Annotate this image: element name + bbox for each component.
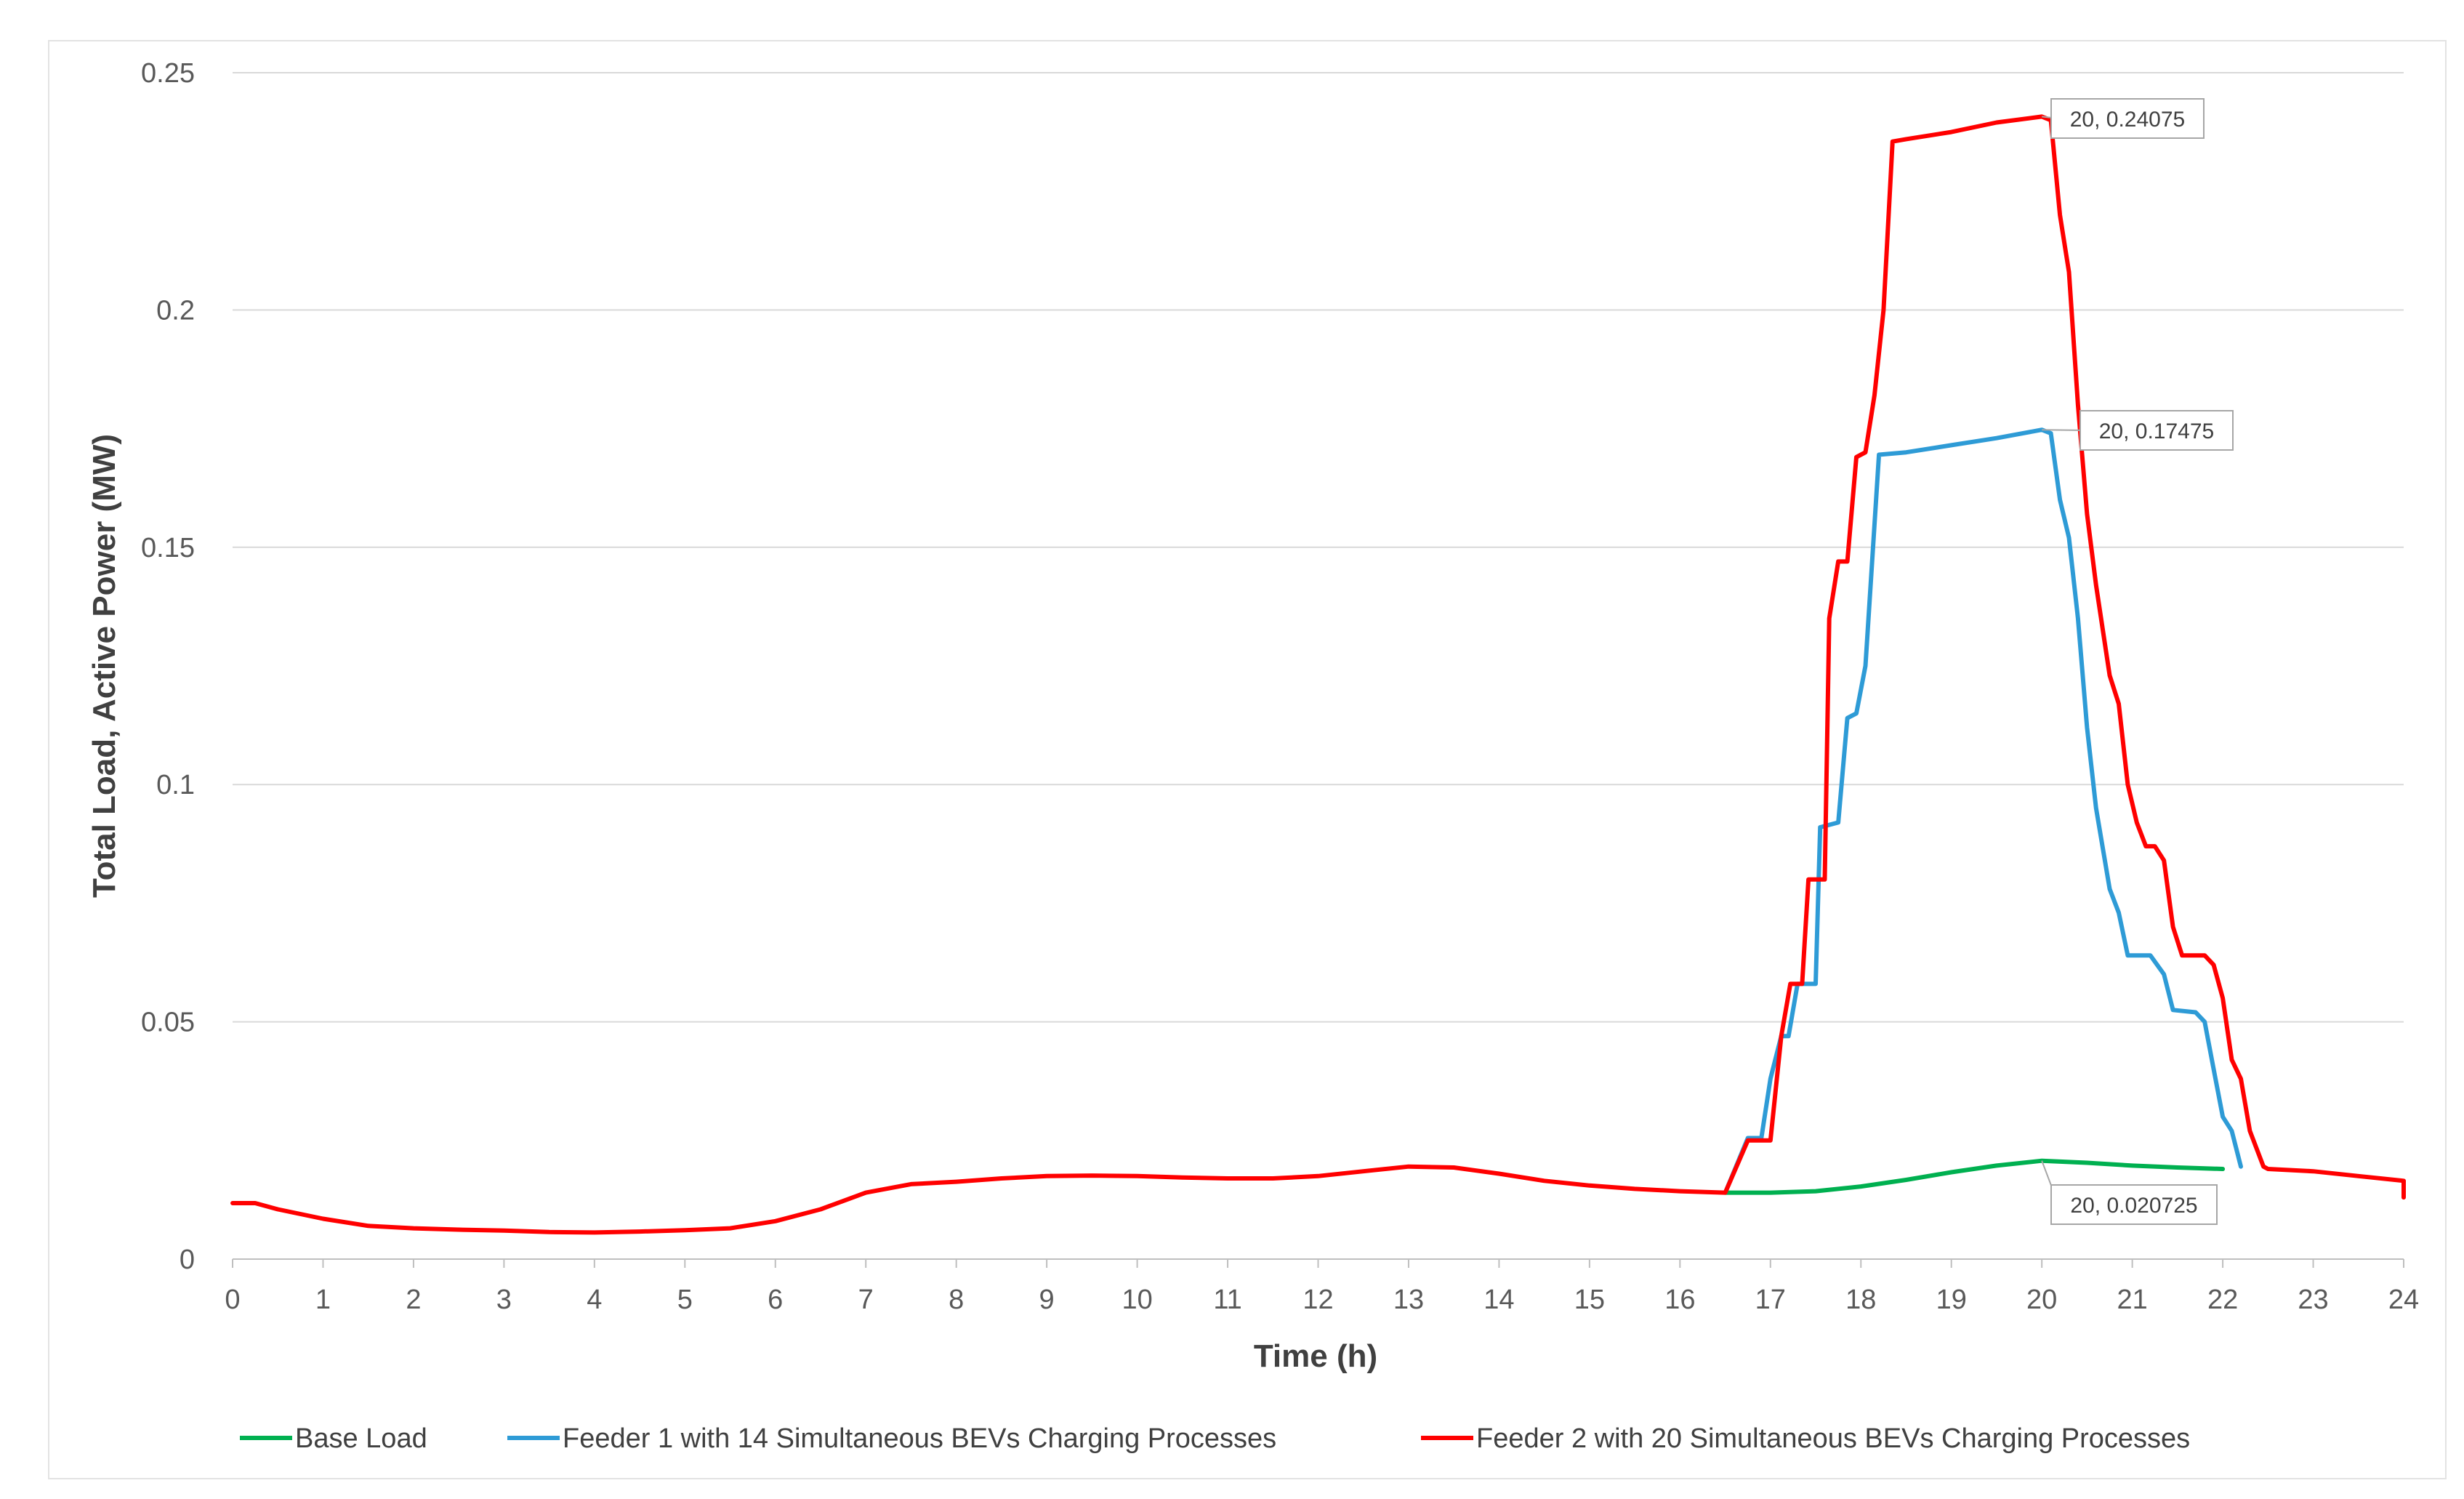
legend-label: Base Load (295, 1423, 427, 1454)
x-tick-label: 24 (2388, 1285, 2419, 1315)
x-tick-label: 1 (315, 1285, 331, 1315)
x-tick-label: 3 (496, 1285, 512, 1315)
legend: Base Load Feeder 1 with 14 Simultaneous B… (240, 1423, 2190, 1454)
x-tick-label: 18 (1845, 1285, 1876, 1315)
x-tick-label: 4 (587, 1285, 602, 1315)
x-axis-title: Time (h) (1254, 1338, 1377, 1374)
x-tick-label: 19 (1936, 1285, 1967, 1315)
callout-box (2050, 98, 2205, 139)
x-tick-label: 7 (858, 1285, 874, 1315)
x-axis-ticks: 0 1 2 3 4 5 6 7 8 9 10 11 12 13 14 15 16 17 18 19 20 21 22 23 24 (225, 1259, 2419, 1315)
x-tick-label: 16 (1664, 1285, 1695, 1315)
legend-label: Feeder 1 with 14 Simultaneous BEVs Charg… (563, 1423, 1276, 1454)
x-tick-label: 8 (949, 1285, 964, 1315)
y-tick-label: 0.1 (156, 770, 195, 800)
series-lines (230, 114, 2406, 1235)
x-tick-label: 5 (677, 1285, 693, 1315)
x-tick-label: 23 (2298, 1285, 2328, 1315)
x-tick-label: 6 (768, 1285, 783, 1315)
data-callouts: 20, 0.24075 20, 0.17475 20, 0.020725 (2041, 98, 2234, 1225)
x-tick-label: 22 (2207, 1285, 2238, 1315)
series-line (1723, 427, 2243, 1195)
y-axis-title: Total Load, Active Power (MW) (86, 434, 122, 898)
callout-label: 20, 0.24075 (2070, 108, 2185, 132)
x-tick-label: 0 (225, 1285, 240, 1315)
x-tick-label: 12 (1303, 1285, 1333, 1315)
series-line (230, 114, 2406, 1235)
x-tick-label: 10 (1122, 1285, 1152, 1315)
x-tick-label: 20 (2026, 1285, 2057, 1315)
chart-frame (48, 40, 2447, 1479)
gridlines (233, 72, 2404, 1023)
y-tick-label: 0.2 (156, 295, 195, 326)
callout-label: 20, 0.17475 (2099, 419, 2214, 443)
callout-box (2050, 1184, 2218, 1225)
x-tick-label: 9 (1039, 1285, 1055, 1315)
x-tick-label: 17 (1755, 1285, 1786, 1315)
x-tick-label: 21 (2117, 1285, 2147, 1315)
y-axis-ticks: 0 0.05 0.1 0.15 0.2 0.25 (141, 58, 195, 1275)
x-tick-label: 13 (1393, 1285, 1424, 1315)
x-tick-label: 14 (1483, 1285, 1514, 1315)
callout-box (2079, 410, 2234, 451)
x-tick-label: 11 (1213, 1285, 1241, 1315)
x-tick-label: 2 (406, 1285, 421, 1315)
y-tick-label: 0 (180, 1245, 195, 1275)
y-tick-label: 0.15 (141, 533, 195, 563)
callout-label: 20, 0.020725 (2070, 1194, 2197, 1218)
y-tick-label: 0.25 (141, 58, 195, 89)
y-tick-label: 0.05 (141, 1008, 195, 1038)
x-tick-label: 15 (1574, 1285, 1605, 1315)
legend-label: Feeder 2 with 20 Simultaneous BEVs Charg… (1476, 1423, 2190, 1454)
series-line (1723, 1158, 2226, 1195)
